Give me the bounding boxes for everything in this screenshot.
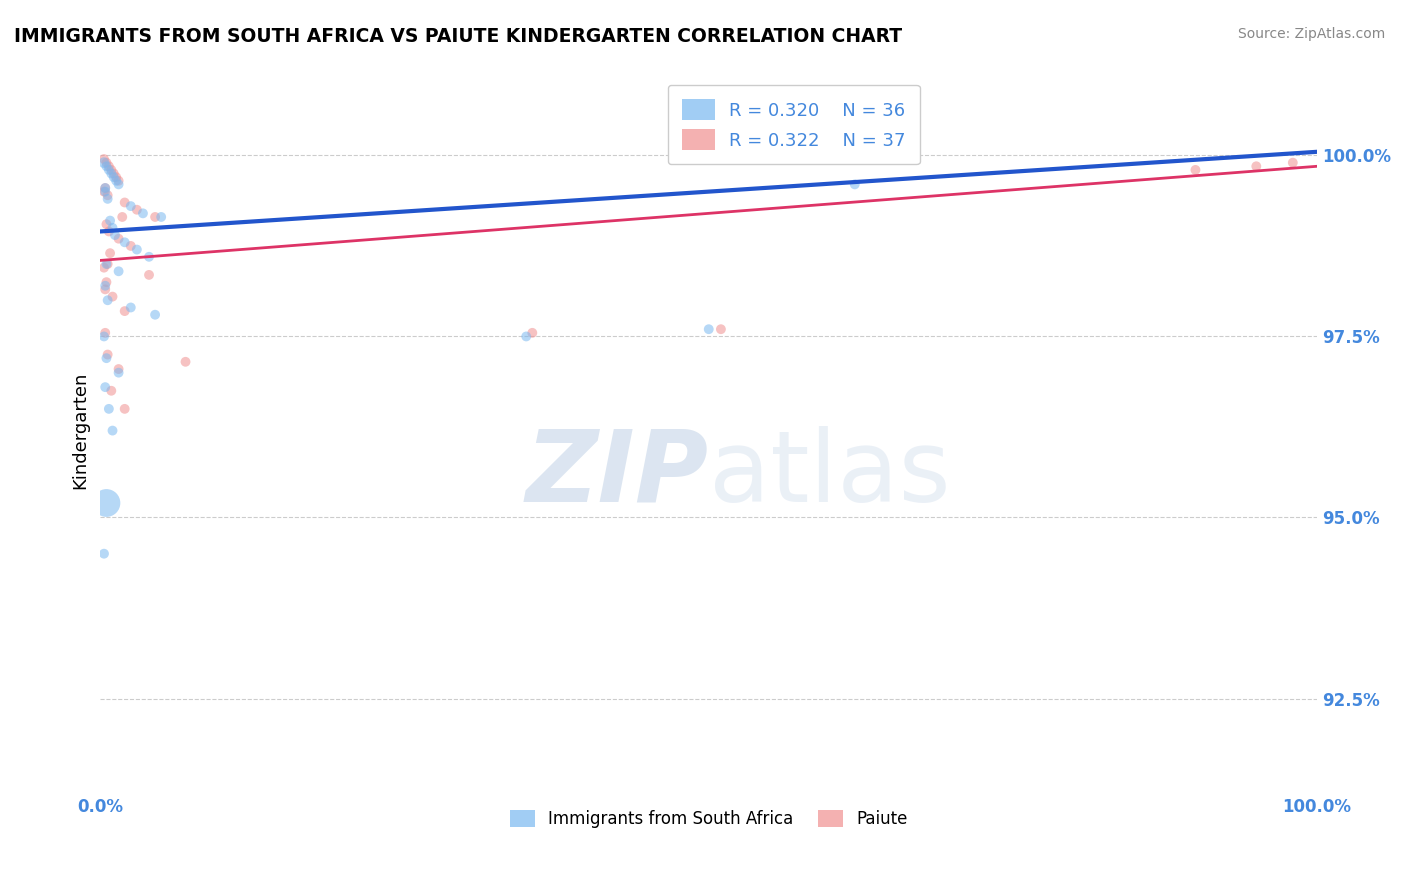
Text: atlas: atlas [709, 425, 950, 523]
Point [522, 326, 544, 340]
Point [93, 260, 115, 275]
Point [97, 224, 120, 238]
Point [97, 401, 120, 416]
Text: ZIP: ZIP [526, 425, 709, 523]
Point [96, 159, 118, 173]
Point [107, 174, 129, 188]
Point [101, 290, 124, 304]
Point [96, 257, 118, 271]
Point [96, 496, 118, 510]
Point [138, 268, 160, 282]
Point [94, 181, 117, 195]
Point [125, 243, 148, 257]
Point [120, 301, 142, 315]
Point [844, 178, 866, 192]
Point [93, 329, 115, 343]
Point [150, 210, 173, 224]
Point [114, 304, 136, 318]
Point [100, 162, 122, 177]
Point [97, 257, 120, 271]
Point [101, 220, 124, 235]
Point [100, 167, 122, 181]
Point [1246, 159, 1268, 173]
Y-axis label: Kindergarten: Kindergarten [72, 372, 89, 490]
Point [105, 170, 128, 185]
Point [710, 322, 733, 336]
Point [93, 155, 115, 169]
Point [94, 380, 117, 394]
Point [103, 170, 125, 185]
Point [96, 155, 118, 169]
Point [100, 384, 122, 398]
Point [94, 326, 117, 340]
Point [107, 366, 129, 380]
Point [98, 246, 121, 260]
Point [97, 347, 120, 361]
Point [96, 217, 118, 231]
Point [93, 152, 115, 166]
Point [125, 202, 148, 217]
Point [93, 185, 115, 199]
Point [93, 547, 115, 561]
Point [111, 210, 134, 224]
Point [94, 278, 117, 293]
Point [97, 192, 120, 206]
Point [174, 355, 197, 369]
Point [98, 213, 121, 227]
Point [97, 162, 120, 177]
Point [107, 178, 129, 192]
Point [515, 329, 537, 343]
Point [132, 206, 155, 220]
Point [143, 210, 166, 224]
Point [96, 275, 118, 289]
Legend: Immigrants from South Africa, Paiute: Immigrants from South Africa, Paiute [503, 804, 914, 835]
Point [94, 185, 117, 199]
Point [143, 308, 166, 322]
Point [107, 232, 129, 246]
Point [114, 235, 136, 250]
Point [138, 250, 160, 264]
Point [114, 401, 136, 416]
Point [105, 174, 128, 188]
Point [104, 228, 127, 243]
Point [97, 159, 120, 173]
Point [114, 195, 136, 210]
Point [120, 199, 142, 213]
Point [97, 188, 120, 202]
Point [1184, 162, 1206, 177]
Point [697, 322, 720, 336]
Point [97, 293, 120, 308]
Point [94, 181, 117, 195]
Text: Source: ZipAtlas.com: Source: ZipAtlas.com [1237, 27, 1385, 41]
Point [103, 167, 125, 181]
Point [120, 239, 142, 253]
Point [107, 264, 129, 278]
Text: IMMIGRANTS FROM SOUTH AFRICA VS PAIUTE KINDERGARTEN CORRELATION CHART: IMMIGRANTS FROM SOUTH AFRICA VS PAIUTE K… [14, 27, 903, 45]
Point [107, 362, 129, 376]
Point [1281, 155, 1303, 169]
Point [94, 282, 117, 296]
Point [96, 351, 118, 366]
Point [101, 424, 124, 438]
